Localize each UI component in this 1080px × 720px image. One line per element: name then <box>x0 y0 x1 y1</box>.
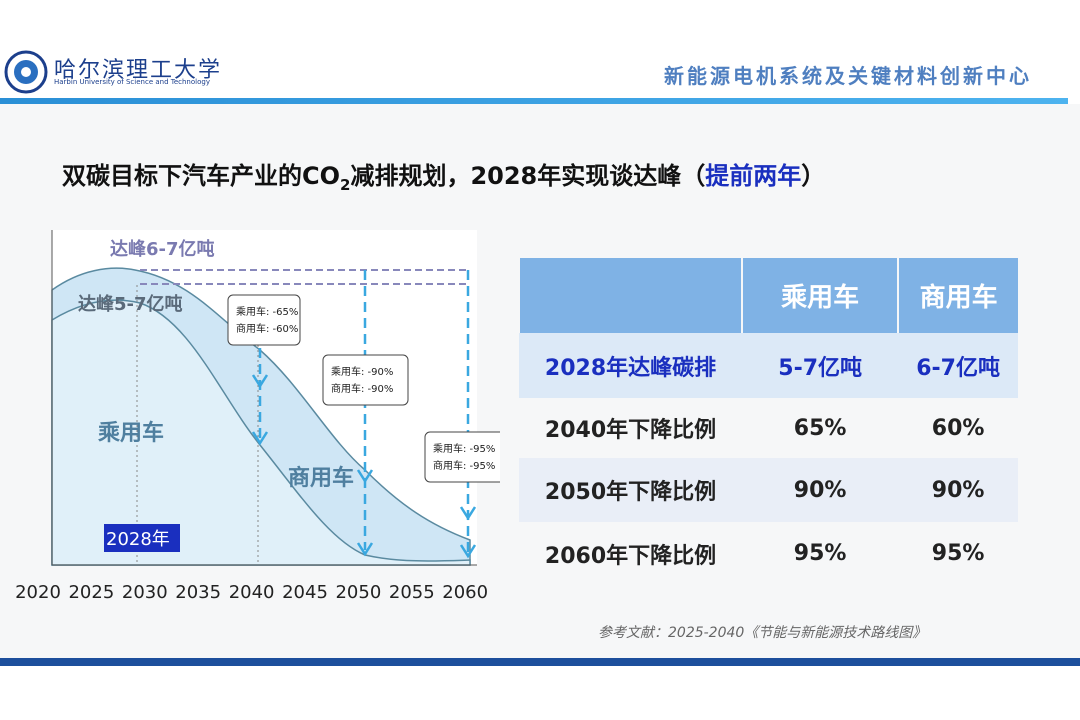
table-cell: 95% <box>742 522 899 585</box>
figure: 达峰6-7亿吨 达峰5-7亿吨 乘用车 商用车 2028年 乘用车: -65% 商… <box>15 230 500 603</box>
callout-box <box>424 431 500 483</box>
table-cell: 2060年下降比例 <box>519 522 743 585</box>
table-row: 2028年达峰碳排 5-7亿吨 6-7亿吨 <box>519 333 1018 398</box>
logo-text: 哈尔滨理工大学 <box>54 58 223 83</box>
slide-title: 双碳目标下汽车产业的CO2减排规划，2028年实现谈达峰（提前两年） <box>62 156 825 194</box>
header-cell: 乘用车 <box>741 258 899 333</box>
marker-label: 2028年 <box>106 529 170 550</box>
peak-passenger-label: 达峰5-7亿吨 <box>78 293 183 315</box>
x-labels: 2020 2025 2030 2035 2040 2045 2050 2055 2060 <box>15 582 488 603</box>
arrow-head <box>356 469 374 484</box>
table-cell: 90% <box>742 458 899 522</box>
x-tick-label: 2040 <box>229 582 275 603</box>
data-table: 乘用车 商用车 2028年达峰碳排 5-7亿吨 6-7亿吨 2040年下降比例 65% 6… <box>517 258 1018 585</box>
passenger-area <box>51 299 471 566</box>
header-cell <box>517 258 743 333</box>
marker-bg <box>104 524 180 552</box>
x-tick-label: 2025 <box>68 582 114 603</box>
logo-emblem <box>4 50 48 94</box>
commercial-label: 商用车 <box>288 465 354 491</box>
title-subscript: 2 <box>340 175 351 194</box>
x-tick-label: 2030 <box>122 582 168 603</box>
callout-box <box>322 354 409 406</box>
arrow-head <box>251 431 269 446</box>
top-bar <box>0 0 1080 100</box>
callout-text: 乘用车: -65% <box>236 305 298 318</box>
title-text: ） <box>801 162 826 190</box>
table-cell: 2050年下降比例 <box>519 458 743 522</box>
table-cell: 6-7亿吨 <box>898 333 1018 398</box>
table-row: 2040年下降比例 65% 60% <box>519 398 1018 458</box>
table-header: 乘用车 商用车 <box>517 258 1018 333</box>
header-line <box>0 98 1068 104</box>
x-tick-label: 2035 <box>175 582 221 603</box>
table-cell: 65% <box>742 398 899 458</box>
table-cell: 2028年达峰碳排 <box>519 333 743 398</box>
footer-bar <box>0 658 1080 666</box>
arrow-head <box>459 544 477 559</box>
callouts: 乘用车: -65% 商用车: -60% 乘用车: -90% 商用车: -90% 乘用车:… <box>227 294 500 483</box>
x-tick-label: 2045 <box>282 582 328 603</box>
arrow-head <box>251 374 269 389</box>
logo-subtext: Harbin University of Science and Technol… <box>54 78 210 86</box>
callout-text: 商用车: -95% <box>433 459 495 472</box>
x-tick-label: 2060 <box>442 582 488 603</box>
table-row: 2050年下降比例 90% 90% <box>519 458 1018 522</box>
reference: 参考文献：2025-2040《节能与新能源技术路线图》 <box>598 625 927 641</box>
title-text: 减排规划，2028年实现谈达峰（ <box>350 162 706 190</box>
x-tick-label: 2055 <box>389 582 435 603</box>
peak-total-label: 达峰6-7亿吨 <box>110 238 215 260</box>
callout-text: 商用车: -90% <box>331 382 393 395</box>
header-cell: 商用车 <box>897 258 1018 333</box>
table-cell: 60% <box>898 398 1018 458</box>
table-cell: 95% <box>898 522 1018 585</box>
table-cell: 90% <box>898 458 1018 522</box>
table-cell: 2040年下降比例 <box>519 398 743 458</box>
callout-text: 乘用车: -95% <box>433 442 495 455</box>
callout-box <box>227 294 301 346</box>
callout-text: 商用车: -60% <box>236 322 298 335</box>
title-text: 双碳目标下汽车产业的CO <box>62 162 341 190</box>
passenger-label: 乘用车 <box>97 420 164 446</box>
x-tick-label: 2020 <box>15 582 61 603</box>
arrow-head <box>459 506 477 521</box>
x-tick-label: 2050 <box>335 582 381 603</box>
center-name: 新能源电机系统及关键材料创新中心 <box>664 64 1032 88</box>
table-cell: 5-7亿吨 <box>742 333 899 398</box>
title-highlight: 提前两年 <box>705 162 802 190</box>
arrow-head <box>356 542 374 557</box>
callout-text: 乘用车: -90% <box>331 365 393 378</box>
table-row: 2060年下降比例 95% 95% <box>519 522 1018 585</box>
